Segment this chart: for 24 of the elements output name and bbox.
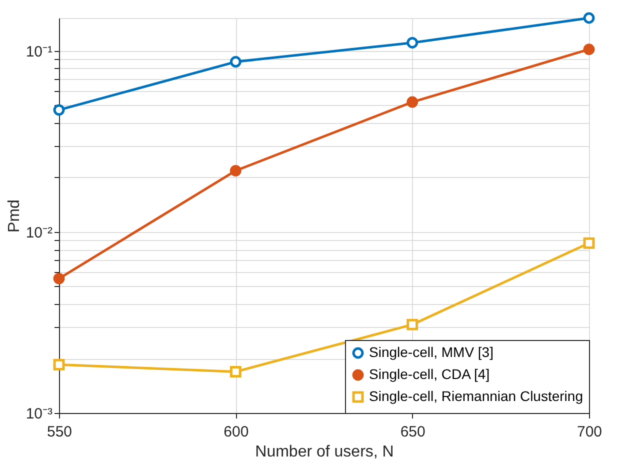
point [230, 56, 242, 68]
legend-label: Single-cell, Riemannian Clustering [369, 388, 583, 404]
point [583, 12, 595, 24]
legend-label: Single-cell, MMV [3] [369, 344, 494, 360]
point [406, 37, 418, 48]
x-axis-title: Number of users, N [255, 444, 394, 460]
point [53, 358, 65, 370]
x-tick-label: 650 [400, 424, 426, 440]
point [53, 272, 65, 284]
point [230, 164, 242, 176]
x-tick-label: 700 [576, 424, 602, 440]
point [406, 318, 418, 330]
y-tick-label: 10⁻² [26, 224, 52, 242]
point [230, 366, 242, 378]
x-tick-label: 600 [224, 424, 249, 440]
y-axis-title: Pmd [6, 200, 23, 232]
x-tick-label: 550 [46, 424, 72, 440]
y-tick-label: 10⁻¹ [26, 43, 52, 60]
y-tick-label: 10⁻³ [26, 406, 52, 422]
point [406, 96, 418, 108]
point [583, 237, 595, 249]
point [583, 44, 595, 56]
point [53, 104, 65, 116]
legend-label: Single-cell, CDA [4] [369, 366, 490, 382]
